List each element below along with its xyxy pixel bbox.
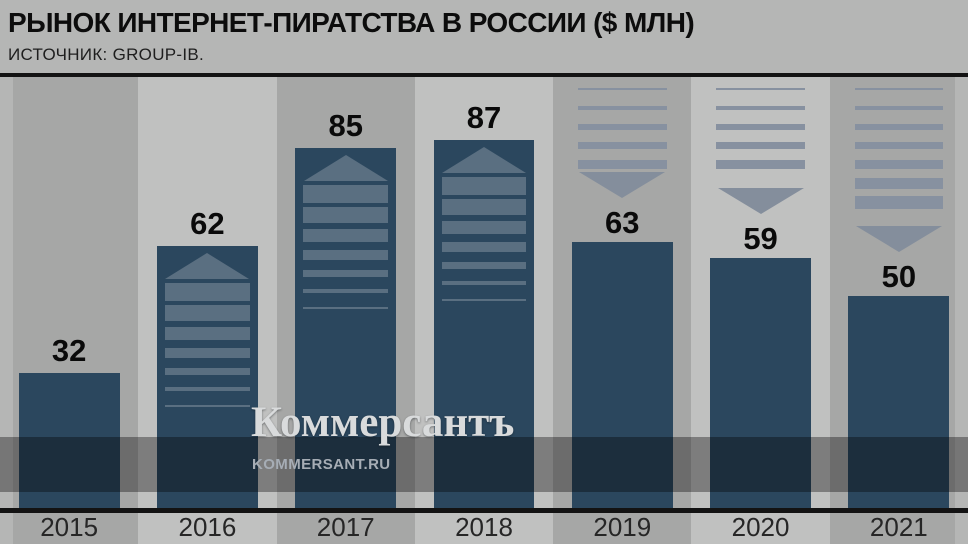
watermark-url: KOMMERSANT.RU — [252, 456, 391, 473]
top-divider-line — [0, 73, 968, 77]
down-arrow-stripe — [716, 106, 805, 110]
down-arrow-stripe — [716, 124, 805, 130]
up-arrow-stripe — [303, 185, 389, 203]
bar-value-label-2018: 87 — [466, 100, 502, 135]
down-arrow-decoration — [716, 88, 805, 214]
down-arrow-stripe — [716, 88, 805, 90]
up-arrow-stripe — [303, 289, 389, 293]
up-arrow-triangle — [441, 147, 526, 173]
down-arrow-decoration — [854, 88, 944, 252]
bar-2016 — [156, 246, 258, 508]
plot-area: Коммерсантъ KOMMERSANT.RU 32 2015 62 2016 85… — [0, 77, 968, 544]
bar-2019 — [571, 242, 673, 508]
down-arrow-stripe — [854, 142, 944, 150]
up-arrow-stripe — [165, 348, 250, 358]
up-arrow-stripe — [303, 229, 389, 242]
up-arrow-triangle — [165, 253, 250, 279]
up-arrow-triangle — [303, 155, 388, 181]
up-arrow-decoration — [441, 147, 527, 301]
x-axis-label-2018: 2018 — [455, 512, 513, 542]
down-arrow-stripe — [578, 160, 667, 170]
x-axis-label-2019: 2019 — [593, 512, 652, 542]
down-arrow-triangle — [717, 188, 804, 214]
chart-source: ИСТОЧНИК: GROUP-IB. — [8, 45, 205, 64]
chart-title: РЫНОК ИНТЕРНЕТ-ПИРАТСТВА В РОССИИ ($ МЛН… — [8, 7, 695, 38]
up-arrow-stripe — [165, 387, 250, 391]
up-arrow-stripe — [303, 207, 389, 223]
chart-column-2021: 50 2021 — [829, 77, 968, 544]
chart-column-2016: 62 2016 — [138, 77, 277, 544]
up-arrow-stripe — [303, 270, 389, 277]
down-arrow-stripe — [854, 88, 944, 90]
bar-2017 — [295, 148, 397, 508]
up-arrow-stripe — [165, 283, 250, 301]
down-arrow-stripe — [854, 124, 944, 130]
bar-2020 — [710, 258, 812, 508]
x-axis-label-2015: 2015 — [40, 512, 99, 542]
up-arrow-stripe — [441, 262, 527, 269]
x-axis-label-2021: 2021 — [869, 512, 928, 542]
down-arrow-stripe — [578, 106, 667, 110]
down-arrow-stripe — [854, 178, 944, 189]
down-arrow-stripe — [716, 142, 805, 150]
down-arrow-stripe — [716, 160, 805, 170]
up-arrow-stripe — [303, 307, 389, 309]
down-arrow-stripe — [854, 106, 944, 110]
bar-value-label-2019: 63 — [605, 205, 640, 240]
bar-2018 — [433, 140, 535, 508]
up-arrow-stripe — [165, 405, 250, 407]
up-arrow-stripe — [441, 281, 527, 285]
bar-2015 — [18, 373, 120, 508]
x-axis-line — [0, 508, 968, 513]
x-axis-label-2016: 2016 — [178, 512, 237, 542]
x-axis-label-2017: 2017 — [316, 512, 375, 542]
bar-value-label-2017: 85 — [328, 108, 363, 143]
down-arrow-stripe — [854, 160, 944, 170]
chart-column-2019: 63 2019 — [553, 77, 692, 544]
down-arrow-stripe — [578, 88, 667, 90]
bar-2021 — [848, 296, 950, 508]
right-margin-strip — [955, 77, 968, 544]
up-arrow-stripe — [441, 242, 527, 252]
up-arrow-decoration — [165, 253, 250, 407]
down-arrow-stripe — [578, 142, 667, 150]
chart-column-2017: 85 2017 — [276, 77, 415, 544]
bar-value-label-2021: 50 — [881, 259, 917, 294]
up-arrow-stripe — [441, 299, 527, 301]
bar-value-label-2016: 62 — [190, 206, 225, 241]
chart-column-2015: 32 2015 — [0, 77, 139, 544]
up-arrow-stripe — [441, 221, 527, 234]
up-arrow-stripe — [441, 199, 527, 215]
up-arrow-stripe — [441, 177, 527, 195]
up-arrow-stripe — [165, 368, 250, 375]
x-axis-label-2020: 2020 — [731, 512, 790, 542]
chart-header: РЫНОК ИНТЕРНЕТ-ПИРАТСТВА В РОССИИ ($ МЛН… — [0, 0, 968, 73]
bar-value-label-2020: 59 — [743, 221, 778, 256]
bar-value-label-2015: 32 — [51, 333, 87, 368]
down-arrow-triangle — [579, 172, 666, 198]
chart-column-2020: 59 2020 — [691, 77, 830, 544]
chart-column-2018: 87 2018 — [414, 77, 554, 544]
down-arrow-decoration — [578, 88, 667, 198]
up-arrow-stripe — [165, 327, 250, 340]
down-arrow-stripe — [578, 124, 667, 130]
up-arrow-stripe — [303, 250, 389, 260]
down-arrow-triangle — [855, 226, 942, 252]
up-arrow-stripe — [165, 305, 250, 321]
down-arrow-stripe — [854, 196, 944, 209]
watermark-band — [0, 437, 968, 492]
left-margin-strip — [0, 77, 13, 544]
up-arrow-decoration — [303, 155, 389, 309]
watermark-logo: Коммерсантъ — [251, 399, 515, 446]
